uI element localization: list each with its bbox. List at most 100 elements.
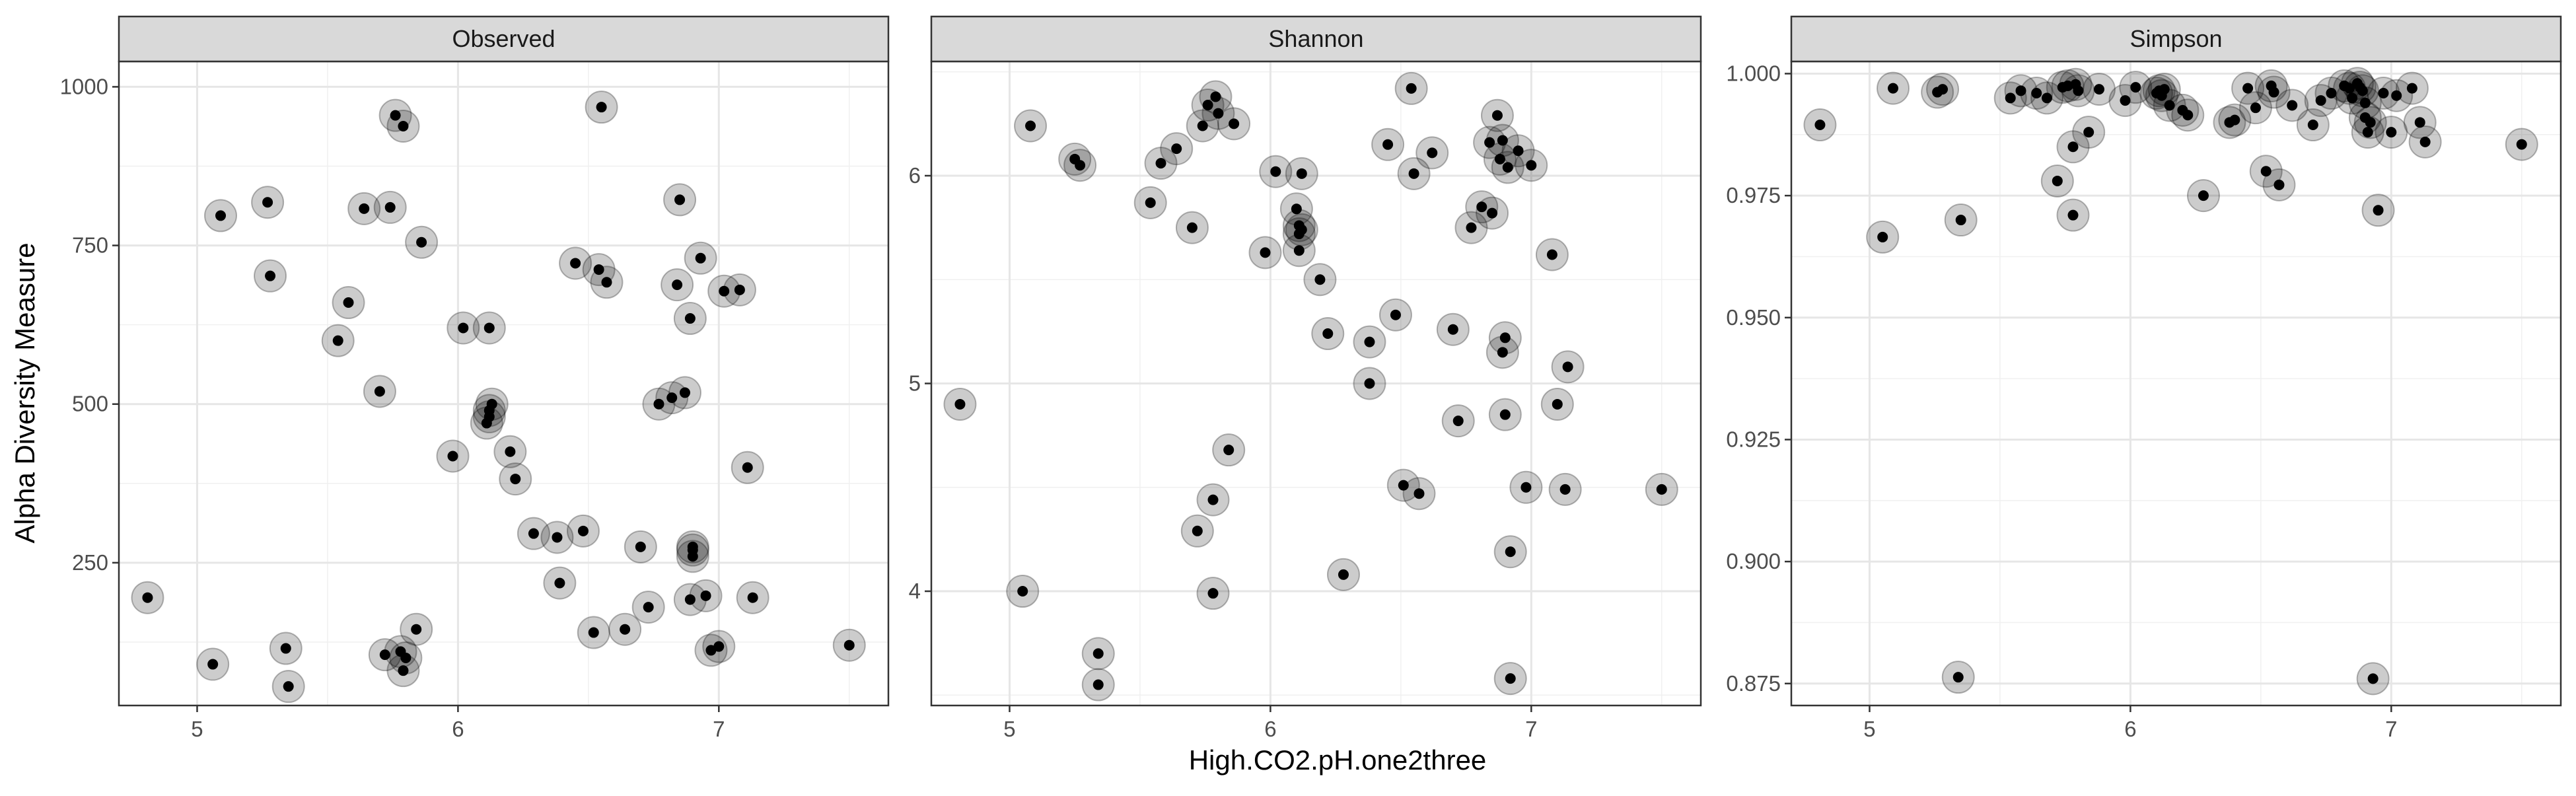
y-tick-label: 0.875 xyxy=(1726,671,1781,696)
data-point xyxy=(596,102,607,113)
data-point xyxy=(1382,139,1394,150)
data-point xyxy=(486,398,497,410)
data-point xyxy=(265,270,276,281)
data-point xyxy=(695,252,706,264)
data-point xyxy=(1092,648,1104,659)
data-point xyxy=(1526,160,1537,171)
data-point xyxy=(1937,84,1949,95)
data-point xyxy=(343,297,354,308)
data-point xyxy=(2365,117,2376,128)
y-tick-label: 750 xyxy=(72,233,108,258)
data-point xyxy=(1513,145,1524,157)
data-point xyxy=(1877,231,1888,242)
data-point xyxy=(2347,92,2358,104)
strip-label: Simpson xyxy=(2129,25,2222,52)
data-point xyxy=(2362,127,2373,138)
data-point xyxy=(1814,120,1826,131)
data-point xyxy=(2414,117,2425,128)
y-axis-title: Alpha Diversity Measure xyxy=(9,242,40,543)
data-point xyxy=(954,398,966,410)
data-point xyxy=(2120,95,2131,106)
data-point xyxy=(1291,203,1302,215)
data-point xyxy=(384,201,396,213)
data-point xyxy=(1207,494,1219,505)
data-point xyxy=(411,624,422,635)
y-tick-label: 250 xyxy=(72,550,108,575)
data-point xyxy=(1888,83,1899,94)
data-point xyxy=(1491,110,1503,121)
strip-background xyxy=(1790,15,2562,63)
data-point xyxy=(1447,324,1458,335)
data-point xyxy=(2273,179,2285,190)
data-point xyxy=(1207,588,1219,599)
data-point xyxy=(666,392,678,404)
data-point xyxy=(2315,95,2326,106)
data-point xyxy=(1186,222,1198,233)
data-point xyxy=(713,641,725,652)
data-point xyxy=(2042,92,2053,104)
data-point xyxy=(2005,92,2016,104)
data-point xyxy=(398,665,409,676)
x-tick-label: 7 xyxy=(713,717,725,741)
data-point xyxy=(359,203,370,214)
data-point xyxy=(2031,88,2042,99)
data-point xyxy=(1502,162,1513,173)
panel-background xyxy=(119,61,888,706)
data-point xyxy=(1197,120,1208,131)
data-point xyxy=(684,313,696,324)
data-point xyxy=(280,643,291,654)
data-point xyxy=(1213,108,1224,119)
data-point xyxy=(1487,207,1498,219)
data-point xyxy=(1499,332,1511,344)
data-point xyxy=(552,532,563,543)
data-point xyxy=(2260,166,2272,177)
data-point xyxy=(2052,175,2063,186)
panel-simpson: Simpson 5 6 7 0.875 0.900 0.925 0.950 0.975 1.000 xyxy=(1726,15,2562,741)
data-point xyxy=(1017,586,1028,597)
y-tick-label: 0.925 xyxy=(1726,427,1781,451)
x-tick-label: 5 xyxy=(191,717,203,741)
data-point xyxy=(390,110,401,121)
data-point xyxy=(1499,409,1511,420)
data-point xyxy=(593,264,604,275)
data-point xyxy=(2367,673,2379,684)
data-point xyxy=(2326,88,2337,99)
panel-shannon: Shannon 5 6 7 4 5 6 xyxy=(909,15,1702,741)
data-point xyxy=(215,210,227,221)
data-point xyxy=(1364,378,1375,389)
data-point xyxy=(1145,197,1156,208)
data-point xyxy=(2373,205,2384,216)
y-tick-label: 5 xyxy=(909,371,921,396)
data-point xyxy=(2083,127,2094,138)
data-point xyxy=(742,462,753,473)
data-point xyxy=(379,649,390,661)
data-point xyxy=(2359,97,2371,108)
data-point xyxy=(1406,83,1417,94)
y-tick-label: 1.000 xyxy=(1726,61,1781,85)
data-point xyxy=(332,335,343,346)
data-point xyxy=(1322,328,1334,340)
data-point xyxy=(1296,168,1307,179)
data-point xyxy=(2094,84,2104,95)
data-point xyxy=(635,541,646,552)
data-point xyxy=(2419,136,2431,147)
y-tick-label: 500 xyxy=(72,392,108,416)
data-point xyxy=(2287,100,2298,111)
data-point xyxy=(2229,114,2240,126)
data-point xyxy=(1075,160,1086,171)
y-tick-label: 0.900 xyxy=(1726,549,1781,573)
data-point xyxy=(1025,120,1036,131)
data-point xyxy=(2250,102,2261,114)
data-point xyxy=(2015,85,2026,96)
data-point xyxy=(1398,480,1409,491)
strip-background xyxy=(930,15,1702,63)
data-point xyxy=(2062,80,2073,91)
data-point xyxy=(398,120,409,131)
data-point xyxy=(1505,546,1516,558)
data-point xyxy=(687,544,698,556)
data-point xyxy=(1476,201,1487,213)
data-point xyxy=(2182,110,2194,121)
